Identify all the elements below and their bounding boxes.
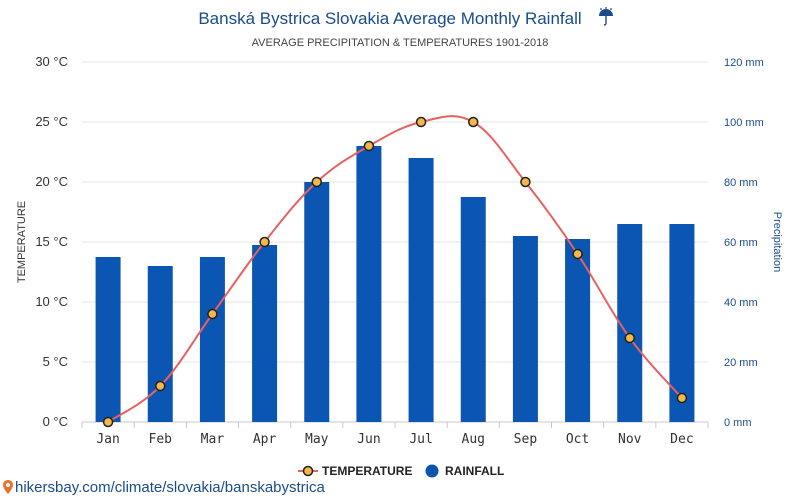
rainfall-bar	[512, 236, 538, 422]
x-tick-label: Feb	[149, 432, 173, 447]
left-tick-label: 15 °C	[35, 234, 68, 249]
left-axis-ticks: 0 °C 5 °C 10 °C 15 °C 20 °C 25 °C 30 °C	[35, 54, 68, 429]
temperature-point	[468, 116, 479, 128]
rainfall-bar	[617, 224, 643, 422]
rainfall-bar	[147, 266, 173, 422]
temperature-point	[624, 332, 635, 344]
right-tick-label: 40 mm	[724, 297, 758, 309]
right-axis-ticks: 0 mm 20 mm 40 mm 60 mm 80 mm 100 mm 120 mm	[724, 57, 764, 429]
temperature-point	[311, 176, 322, 188]
legend-label-temperature: TEMPERATURE	[322, 464, 412, 478]
temperature-point	[363, 140, 375, 152]
left-tick-label: 25 °C	[35, 114, 68, 129]
legend: TEMPERATURE RAINFALL	[298, 464, 504, 478]
rainfall-bar	[252, 245, 278, 422]
umbrella-rain-icon	[599, 7, 613, 26]
rainfall-bar	[460, 197, 486, 422]
left-axis-label: TEMPERATURE	[16, 201, 28, 283]
x-tick-label: Sep	[514, 432, 538, 447]
chart-subtitle: AVERAGE PRECIPITATION & TEMPERATURES 190…	[252, 37, 549, 49]
temperature-line	[102, 115, 688, 428]
x-tick-label: Mar	[201, 432, 225, 447]
x-tick-label: Jul	[409, 432, 432, 447]
x-tick-label: Jan	[96, 432, 119, 447]
x-axis: Jan Feb Mar Apr May Jun Jul Aug Sep Oct Nov Dec	[81, 422, 709, 447]
chart-title: Banská Bystrica Slovakia Average Monthly…	[198, 9, 581, 28]
rainfall-bar	[408, 158, 434, 422]
temperature-curve	[107, 115, 683, 423]
temperature-point	[520, 176, 531, 188]
temperature-point	[572, 248, 583, 260]
temperature-point	[155, 380, 166, 392]
right-tick-label: 100 mm	[724, 117, 764, 129]
right-tick-label: 60 mm	[724, 237, 758, 249]
temperature-point	[676, 392, 688, 404]
left-tick-label: 20 °C	[35, 174, 68, 189]
temperature-point	[102, 416, 114, 428]
rainfall-bar	[95, 257, 121, 422]
x-tick-label: Oct	[566, 432, 589, 447]
x-tick-label: Dec	[670, 432, 693, 447]
right-tick-label: 80 mm	[724, 177, 758, 189]
right-tick-label: 20 mm	[724, 357, 758, 369]
right-axis-label: Precipitation	[771, 212, 783, 273]
temperature-point	[207, 308, 218, 320]
left-tick-label: 10 °C	[35, 294, 68, 309]
x-tick-label: Nov	[618, 432, 642, 447]
source-link-text: hikersbay.com/climate/slovakia/banskabys…	[15, 479, 325, 496]
temperature-point	[259, 236, 270, 248]
left-tick-label: 5 °C	[43, 354, 68, 369]
source-link[interactable]: hikersbay.com/climate/slovakia/banskabys…	[3, 479, 325, 496]
x-tick-label: Aug	[462, 432, 485, 447]
legend-label-rainfall: RAINFALL	[445, 464, 504, 478]
legend-item-rainfall[interactable]: RAINFALL	[425, 464, 505, 478]
x-tick-label: Apr	[253, 432, 277, 447]
x-tick-label: Jun	[357, 432, 380, 447]
rainfall-bars	[95, 146, 695, 422]
legend-item-temperature[interactable]: TEMPERATURE	[298, 464, 412, 478]
rainfall-bar	[565, 239, 591, 422]
right-tick-label: 120 mm	[724, 57, 764, 69]
x-tick-label: May	[305, 432, 329, 447]
rainfall-bar	[199, 257, 225, 422]
rainfall-bar	[304, 182, 330, 422]
left-tick-label: 30 °C	[35, 54, 68, 69]
rainfall-bar	[669, 224, 695, 422]
left-tick-label: 0 °C	[43, 414, 68, 429]
rainfall-bar	[356, 146, 382, 422]
right-tick-label: 0 mm	[724, 417, 752, 429]
map-pin-icon	[3, 480, 13, 494]
temperature-point	[415, 116, 427, 128]
